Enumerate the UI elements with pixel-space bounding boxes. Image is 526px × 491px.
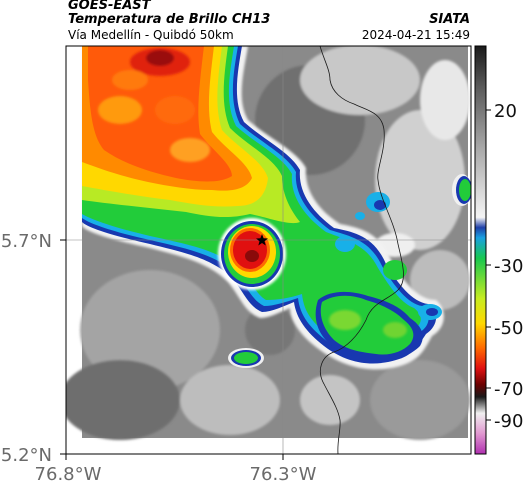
lon-tick-76.8: 76.8°W [35,464,102,485]
satellite-source: GOES-EAST [68,0,151,13]
region-label: Vía Medellín - Quibdó 50km [68,28,234,42]
colorbar: 20 -30 -50 -70 -90 [474,45,523,455]
agency-label: SIATA [429,12,470,27]
map-frame [65,45,472,455]
lon-tick-76.3: 76.3°W [250,464,317,485]
product-title: Temperatura de Brillo CH13 [68,12,271,27]
boundary-line [319,45,404,455]
timestamp: 2024-04-21 15:49 [361,28,470,42]
colorbar-tick-minus50: -50 [494,318,523,339]
colorbar-tick-minus70: -70 [494,379,523,400]
lat-tick-5.7: 5.7°N [1,231,52,252]
star-icon [256,234,268,246]
colorbar-tick-minus90: -90 [494,411,523,432]
brightness-temperature-field [66,46,471,454]
colorbar-tick-20: 20 [494,101,517,122]
lat-tick-5.2: 5.2°N [1,445,52,466]
colorbar-tick-minus30: -30 [494,256,523,277]
